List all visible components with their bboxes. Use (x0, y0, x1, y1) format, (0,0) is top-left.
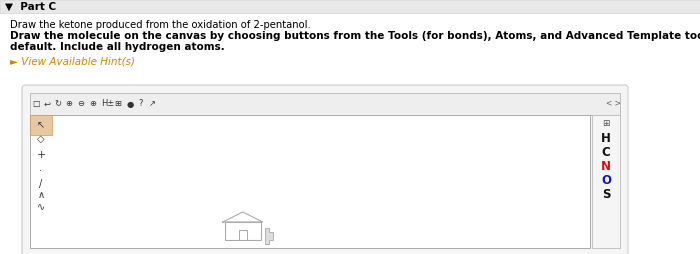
Text: C: C (601, 147, 610, 160)
Text: ► View Available Hint(s): ► View Available Hint(s) (10, 56, 135, 66)
Polygon shape (265, 228, 273, 244)
Text: ☐: ☐ (32, 100, 39, 108)
Bar (0, 0, 700, 13)
Text: N: N (601, 161, 611, 173)
Bar (30, 115, 590, 248)
Text: default. Include all hydrogen atoms.: default. Include all hydrogen atoms. (10, 42, 225, 52)
Bar (30, 115, 52, 135)
Bar (30, 93, 620, 115)
Text: ↗: ↗ (149, 100, 156, 108)
Text: Draw the ketone produced from the oxidation of 2-pentanol.: Draw the ketone produced from the oxidat… (10, 20, 311, 30)
Text: ▼  Part C: ▼ Part C (5, 2, 56, 11)
Text: ·: · (39, 166, 43, 176)
Text: S: S (602, 188, 610, 201)
Text: ∧: ∧ (37, 190, 45, 200)
Bar (239, 230, 247, 240)
Text: ∿: ∿ (37, 202, 45, 212)
Text: Draw the molecule on the canvas by choosing buttons from the Tools (for bonds), : Draw the molecule on the canvas by choos… (10, 31, 700, 41)
Text: < >: < > (606, 100, 621, 108)
Text: /: / (39, 179, 43, 189)
Text: ?: ? (138, 100, 143, 108)
Text: H±: H± (101, 100, 114, 108)
Text: ↖: ↖ (37, 120, 45, 130)
Text: ⊕: ⊕ (65, 100, 72, 108)
Text: ⊕: ⊕ (89, 100, 96, 108)
Text: ⊞: ⊞ (602, 119, 610, 128)
Bar (225, 222, 261, 240)
Text: ↩: ↩ (44, 100, 51, 108)
Text: O: O (601, 174, 611, 187)
Text: +: + (36, 150, 46, 160)
Text: ●: ● (127, 100, 134, 108)
Bar (592, 115, 620, 248)
Text: ↻: ↻ (54, 100, 61, 108)
Text: ⊞: ⊞ (114, 100, 121, 108)
FancyBboxPatch shape (22, 85, 628, 254)
Text: ◇: ◇ (37, 134, 45, 144)
Text: ⊖: ⊖ (77, 100, 84, 108)
Text: H: H (601, 133, 611, 146)
